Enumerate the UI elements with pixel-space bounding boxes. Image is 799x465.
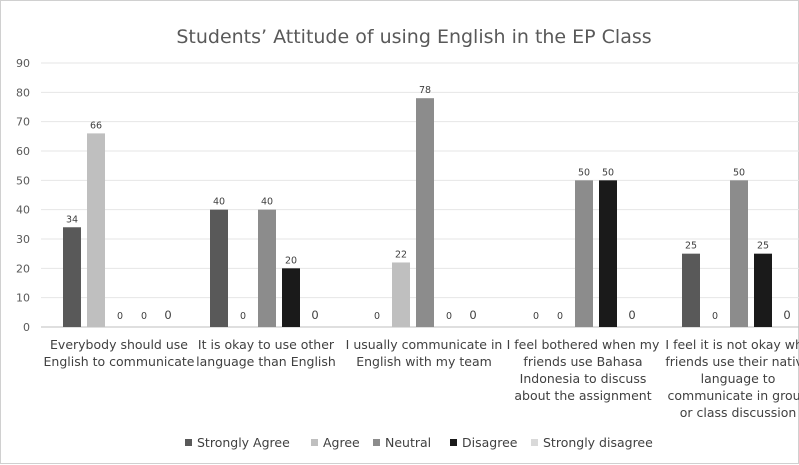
category-label: I feel bothered when my (507, 337, 660, 352)
data-label: 0 (469, 308, 476, 322)
y-axis-ticks: 0 10 20 30 40 50 60 70 80 90 (16, 57, 30, 334)
bar-strongly-agree (210, 209, 228, 327)
bar-strongly-agree (63, 227, 81, 327)
y-tick-label: 30 (16, 233, 30, 246)
data-label: 20 (285, 255, 297, 266)
category-label: English to communicate (44, 354, 195, 369)
bar-agree (87, 133, 105, 327)
category-label: I feel it is not okay whe (665, 337, 799, 352)
category-label: Everybody should use (50, 337, 188, 352)
legend-label: Neutral (385, 435, 431, 450)
legend-label: Agree (323, 435, 360, 450)
category-label: language than English (196, 354, 336, 369)
data-label: 0 (311, 308, 318, 322)
data-label: 0 (628, 308, 635, 322)
data-label: 78 (419, 85, 431, 96)
category-label: language to (701, 371, 776, 386)
category-label: about the assignment (514, 388, 651, 403)
bar-neutral (730, 180, 748, 327)
bar-neutral (575, 180, 593, 327)
legend-swatch (311, 439, 318, 446)
data-label: 0 (240, 311, 246, 322)
category-label: communicate in group (668, 388, 799, 403)
category-label: English with my team (356, 354, 492, 369)
bar-agree (392, 262, 410, 327)
data-label: 0 (557, 311, 563, 322)
data-labels: 34 40 0 0 25 66 0 22 0 0 0 40 78 50 50 0 20 0 50 25 0 0 0 0 0 (66, 85, 791, 322)
legend-swatch (185, 439, 192, 446)
data-label: 0 (712, 311, 718, 322)
y-tick-label: 40 (16, 204, 30, 217)
y-tick-label: 10 (16, 292, 30, 305)
bar-neutral (416, 98, 434, 327)
y-tick-label: 80 (16, 86, 30, 99)
legend-label: Strongly Agree (197, 435, 290, 450)
y-tick-label: 20 (16, 262, 30, 275)
bars (63, 98, 772, 327)
y-tick-label: 50 (16, 174, 30, 187)
data-label: 0 (446, 311, 452, 322)
y-tick-label: 90 (16, 57, 30, 70)
data-label: 0 (164, 308, 171, 322)
data-label: 40 (213, 197, 225, 208)
category-label: or class discussion (680, 405, 797, 420)
legend-swatch (373, 439, 380, 446)
data-label: 0 (533, 311, 539, 322)
bar-neutral (258, 209, 276, 327)
data-label: 0 (141, 311, 147, 322)
data-label: 66 (90, 120, 102, 131)
y-tick-label: 70 (16, 116, 30, 129)
legend-swatch (531, 439, 538, 446)
chart-title: Students’ Attitude of using English in t… (176, 26, 651, 48)
data-label: 40 (261, 197, 273, 208)
legend-swatch (450, 439, 457, 446)
category-label: It is okay to use other (198, 337, 335, 352)
data-label: 50 (602, 167, 614, 178)
data-label: 50 (578, 167, 590, 178)
legend-label: Strongly disagree (543, 435, 653, 450)
data-label: 0 (117, 311, 123, 322)
category-label: I usually communicate in (346, 337, 503, 352)
data-label: 0 (783, 308, 790, 322)
bar-disagree (754, 253, 772, 327)
bar-disagree (282, 268, 300, 327)
bar-disagree (599, 180, 617, 327)
category-label: Indonesia to discuss (520, 371, 647, 386)
y-tick-label: 0 (23, 321, 30, 334)
data-label: 22 (395, 249, 407, 260)
legend-label: Disagree (462, 435, 518, 450)
data-label: 50 (733, 167, 745, 178)
x-axis-categories: Everybody should use English to communica… (44, 337, 799, 420)
bar-strongly-agree (682, 253, 700, 327)
data-label: 25 (757, 241, 769, 252)
category-label: friends use their native (665, 354, 799, 369)
data-label: 25 (685, 241, 697, 252)
legend: Strongly Agree Agree Neutral Disagree Strong… (185, 435, 653, 450)
y-tick-label: 60 (16, 145, 30, 158)
data-label: 34 (66, 214, 78, 225)
category-label: friends use Bahasa (523, 354, 642, 369)
data-label: 0 (374, 311, 380, 322)
